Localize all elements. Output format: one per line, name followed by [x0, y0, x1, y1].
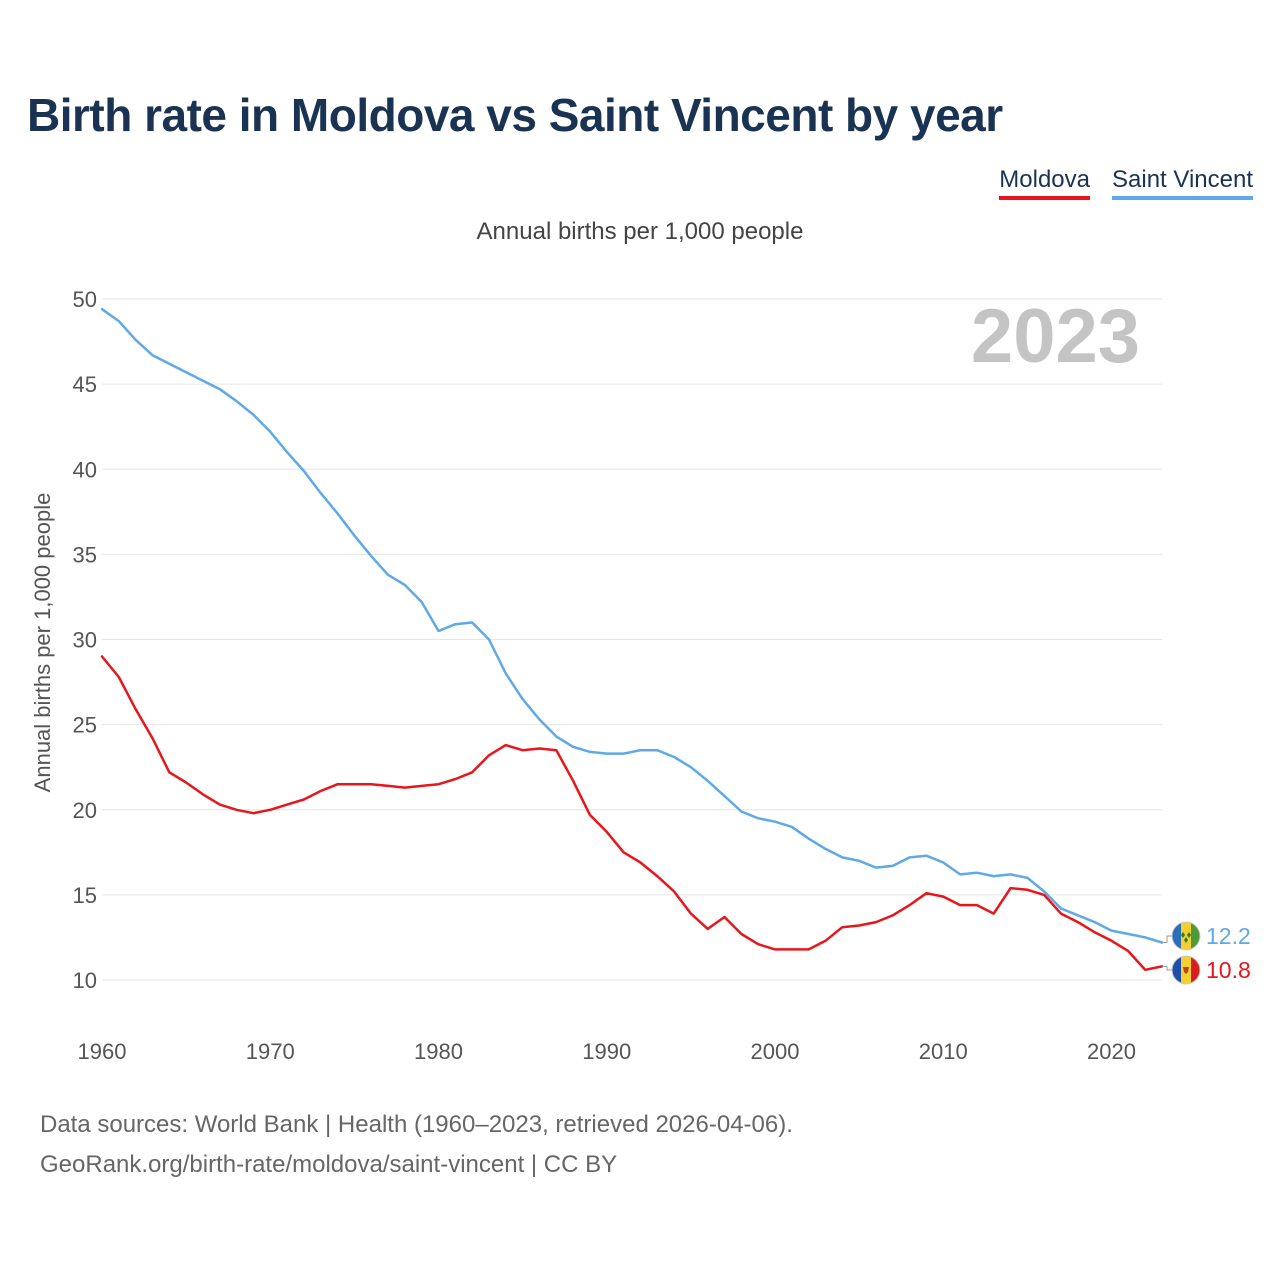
end-connector-saint-vincent: [1162, 935, 1172, 944]
y-tick-label-20: 20: [73, 798, 97, 823]
year-watermark: 2023: [971, 294, 1140, 379]
end-value-label-saint-vincent: 12.2: [1206, 923, 1251, 949]
end-connector-moldova: [1162, 965, 1172, 971]
y-axis-label: Annual births per 1,000 people: [30, 493, 55, 793]
y-tick-label-40: 40: [73, 457, 97, 482]
x-tick-label-1970: 1970: [246, 1039, 295, 1064]
legend: Moldova Saint Vincent: [999, 166, 1253, 200]
y-tick-label-35: 35: [73, 542, 97, 567]
footer: Data sources: World Bank | Health (1960–…: [40, 1105, 793, 1185]
y-tick-label-50: 50: [73, 287, 97, 312]
x-tick-label-1990: 1990: [582, 1039, 631, 1064]
y-tick-label-10: 10: [73, 968, 97, 993]
x-tick-label-2020: 2020: [1087, 1039, 1136, 1064]
x-tick-label-1980: 1980: [414, 1039, 463, 1064]
end-value-label-moldova: 10.8: [1206, 957, 1251, 983]
chart-subtitle: Annual births per 1,000 people: [476, 218, 804, 245]
moldova-flag-icon: [1171, 955, 1201, 985]
data-source-note: Data sources: World Bank | Health (1960–…: [40, 1111, 793, 1138]
y-tick-label-30: 30: [73, 628, 97, 653]
x-tick-label-2000: 2000: [751, 1039, 800, 1064]
chart-title: Birth rate in Moldova vs Saint Vincent b…: [27, 89, 1003, 141]
source-url: GeoRank.org/birth-rate/moldova/saint-vin…: [40, 1151, 618, 1178]
y-tick-label-45: 45: [73, 372, 97, 397]
y-tick-label-15: 15: [73, 883, 97, 908]
saint-vincent-flag-icon: [1171, 921, 1201, 951]
y-tick-label-25: 25: [73, 713, 97, 738]
x-tick-label-2010: 2010: [919, 1039, 968, 1064]
series-line-moldova: [100, 655, 1164, 972]
legend-item-moldova[interactable]: Moldova: [999, 166, 1090, 200]
series-line-saint-vincent: [100, 307, 1164, 944]
x-tick-label-1960: 1960: [78, 1039, 127, 1064]
legend-item-saint-vincent[interactable]: Saint Vincent: [1112, 166, 1253, 200]
